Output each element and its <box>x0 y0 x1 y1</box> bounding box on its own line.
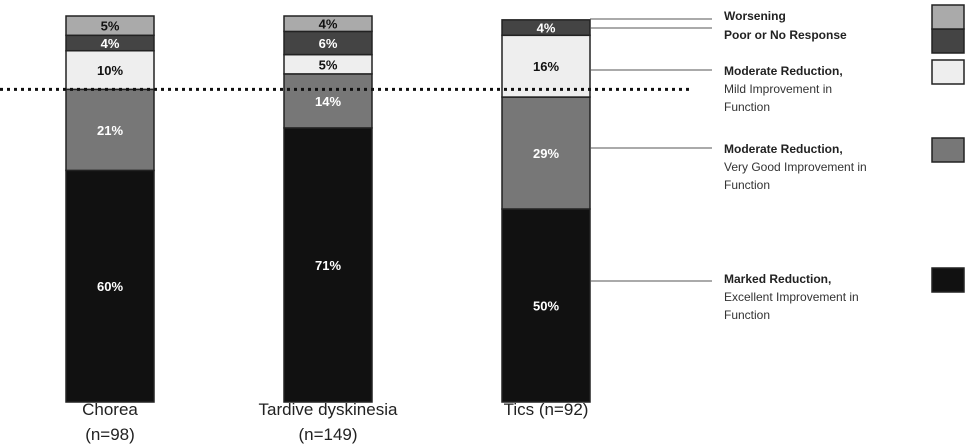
legend-title-moderate_vg: Moderate Reduction, <box>724 142 843 156</box>
legend-description: Mild Improvement in <box>724 82 832 96</box>
legend-description: Function <box>724 100 770 114</box>
segment-value-label: 5% <box>319 57 338 72</box>
bar-segment-moderate_vg <box>65 88 155 172</box>
legend-title-moderate_mild: Moderate Reduction, <box>724 64 843 78</box>
segment-value-label: 4% <box>101 36 120 51</box>
bar-segment-worsening <box>283 15 373 33</box>
bar-segment-worsening <box>65 15 155 37</box>
segment-value-label: 4% <box>319 17 338 32</box>
category-label: Tics (n=92) <box>504 400 589 419</box>
legend-description: Function <box>724 178 770 192</box>
legend-description: Function <box>724 308 770 322</box>
legend-title-worsening: Worsening <box>724 9 786 23</box>
category-labels: Chorea (n=98) Tardive dyskinesia (n=149) Tic… <box>82 400 588 444</box>
segment-value-label: 29% <box>533 146 559 161</box>
segment-value-label: 6% <box>319 36 338 51</box>
category-sample-size: (n=98) <box>85 425 135 444</box>
segment-value-label: 10% <box>97 63 123 78</box>
bar-segment-marked <box>501 208 591 403</box>
segment-value-label: 60% <box>97 279 123 294</box>
legend: Marked Reduction, Excellent Improvement i… <box>590 4 965 322</box>
bar-segment-moderate_mild <box>501 34 591 98</box>
category-label: Tardive dyskinesia <box>259 400 398 419</box>
category-label: Chorea <box>82 400 138 419</box>
segment-value-label: 21% <box>97 123 123 138</box>
segment-value-label: 4% <box>537 21 556 36</box>
category-sample-size: (n=149) <box>298 425 357 444</box>
legend-swatch-worsening <box>931 4 965 30</box>
segment-value-label: 50% <box>533 299 559 314</box>
segment-value-label: 16% <box>533 59 559 74</box>
legend-description: Very Good Improvement in <box>724 160 867 174</box>
segment-value-label: 5% <box>101 19 120 34</box>
legend-title-marked: Marked Reduction, <box>724 272 831 286</box>
legend-title-poor: Poor or No Response <box>724 28 847 42</box>
legend-swatch-moderate_vg <box>931 137 965 163</box>
bars-group: 60% 21% 10% 4% 5% 71% 14% 5% 6% 4% 50% 29% 16% 4% <box>65 15 591 403</box>
segment-value-label: 71% <box>315 258 341 273</box>
segment-value-label: 14% <box>315 94 341 109</box>
bar-segment-moderate_vg <box>283 73 373 129</box>
legend-swatch-marked <box>931 267 965 293</box>
legend-description: Excellent Improvement in <box>724 290 859 304</box>
legend-swatch-moderate_mild <box>931 59 965 85</box>
legend-swatch-poor <box>931 28 965 54</box>
bar-segment-marked <box>65 169 155 403</box>
